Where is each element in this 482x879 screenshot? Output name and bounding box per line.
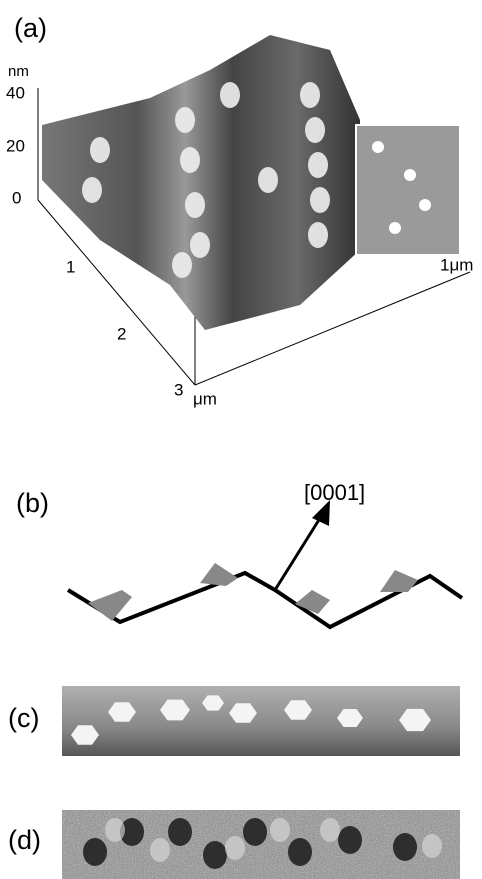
dark-blob	[168, 818, 192, 846]
direction-label: [0001]	[304, 480, 365, 505]
dark-blob	[83, 838, 107, 866]
dark-blob	[288, 838, 312, 866]
light-blob	[150, 838, 170, 862]
inset-island	[372, 141, 384, 153]
dark-blob	[203, 841, 227, 869]
depth-tick-label: 1	[66, 257, 75, 276]
inset-scale: 1μm	[440, 255, 473, 274]
dark-blob	[338, 826, 362, 854]
light-blob	[320, 818, 340, 842]
ridge-island	[200, 563, 238, 586]
island	[300, 82, 320, 108]
island	[90, 137, 110, 163]
dark-blob	[243, 818, 267, 846]
depth-tick-label: 3	[174, 380, 183, 399]
light-blob	[270, 818, 290, 842]
z-unit: nm	[8, 63, 29, 80]
island	[172, 252, 192, 278]
inset-island	[389, 222, 401, 234]
inset-image	[356, 125, 460, 255]
inset-island	[404, 169, 416, 181]
ridge-island	[88, 590, 132, 621]
panel-label: (b)	[16, 488, 49, 518]
island	[180, 147, 200, 173]
panel-label: (c)	[8, 703, 39, 733]
depth-unit: μm	[193, 389, 217, 408]
island	[185, 192, 205, 218]
direction-arrow	[275, 515, 322, 590]
island	[310, 187, 330, 213]
island	[308, 222, 328, 248]
dark-blob	[393, 833, 417, 861]
light-blob	[225, 836, 245, 860]
light-blob	[422, 834, 442, 858]
inset-island	[460, 141, 472, 153]
depth-tick-label: 2	[117, 324, 126, 343]
light-blob	[105, 818, 125, 842]
ridge-island	[380, 570, 418, 592]
island	[220, 82, 240, 108]
z-tick-label: 0	[12, 188, 21, 207]
island	[175, 107, 195, 133]
island	[308, 152, 328, 178]
z-tick-label: 20	[6, 136, 25, 155]
island	[258, 167, 278, 193]
island	[190, 232, 210, 258]
figure: (a) nm 40 20 0 1 2 3 μm 1μm (b) [0001] (…	[0, 0, 482, 879]
z-tick-label: 40	[6, 83, 25, 102]
island	[305, 117, 325, 143]
island	[82, 177, 102, 203]
panel-label: (a)	[14, 13, 47, 43]
ridge-island	[295, 590, 330, 614]
inset-island	[419, 199, 431, 211]
panel-label: (d)	[8, 825, 41, 855]
